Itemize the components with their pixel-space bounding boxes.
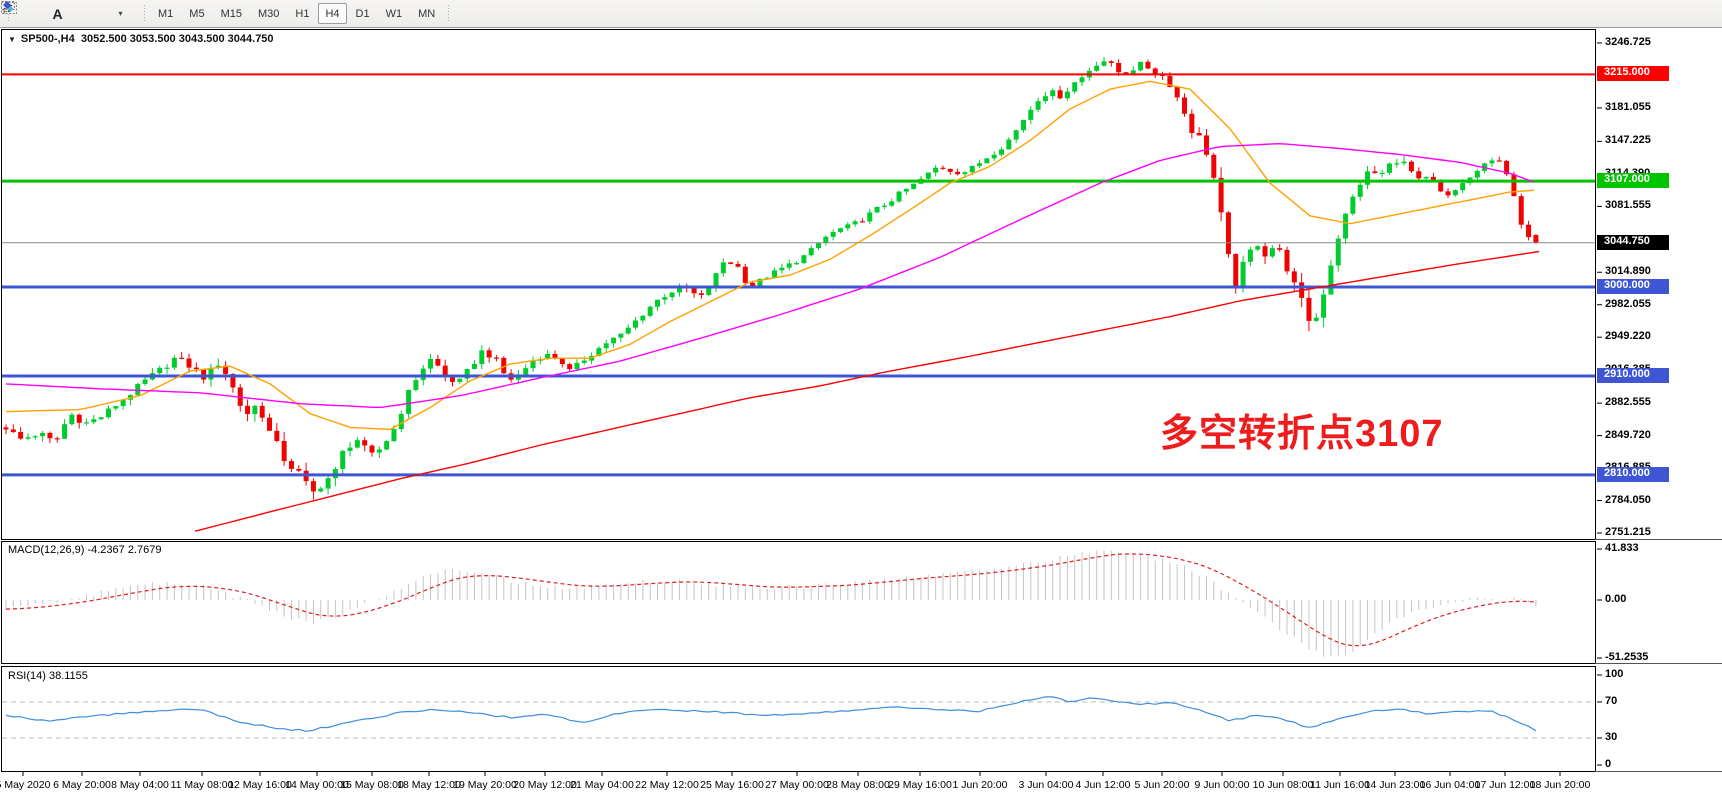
timeframe-button-H1[interactable]: H1 <box>288 3 316 24</box>
timeframe-group: M1 M5 M15 M30 H1 H4 D1 W1 MN <box>150 3 443 24</box>
dropdown-caret-icon: ▾ <box>118 9 123 18</box>
dotted-frame-icon: F <box>1 1 15 15</box>
ma-line-fast-orange <box>5 80 1535 431</box>
timeframe-button-W1[interactable]: W1 <box>379 3 410 24</box>
text-label-icon: A <box>52 5 63 22</box>
macd-histogram-group <box>5 550 1537 657</box>
macd-signal-line <box>5 553 1536 647</box>
timeframe-button-M30[interactable]: M30 <box>251 3 286 24</box>
timeframe-button-D1[interactable]: D1 <box>349 3 377 24</box>
candles-group <box>3 57 1539 500</box>
level-lines-group <box>2 73 1595 477</box>
objects-icon <box>3 1 14 12</box>
timeframe-button-M15[interactable]: M15 <box>214 3 249 24</box>
timeframe-button-M5[interactable]: M5 <box>182 3 211 24</box>
toolbar-grip <box>446 4 452 23</box>
timeframe-button-H4[interactable]: H4 <box>318 3 347 24</box>
objects-dropdown-tool[interactable]: ▾ <box>3 1 138 25</box>
svg-text:F: F <box>3 7 8 15</box>
chart-shift-tool[interactable]: F <box>1 1 42 25</box>
rsi-line <box>5 696 1537 732</box>
toolbar-grip <box>6 4 11 23</box>
ma-line-slow-red <box>194 250 1540 532</box>
text-label-tool[interactable]: A <box>44 2 71 25</box>
timeframe-button-M1[interactable]: M1 <box>151 3 180 24</box>
ma-line-mid-magenta <box>5 142 1535 408</box>
toolbar-grip <box>142 4 147 23</box>
timeframe-button-MN[interactable]: MN <box>411 3 442 24</box>
